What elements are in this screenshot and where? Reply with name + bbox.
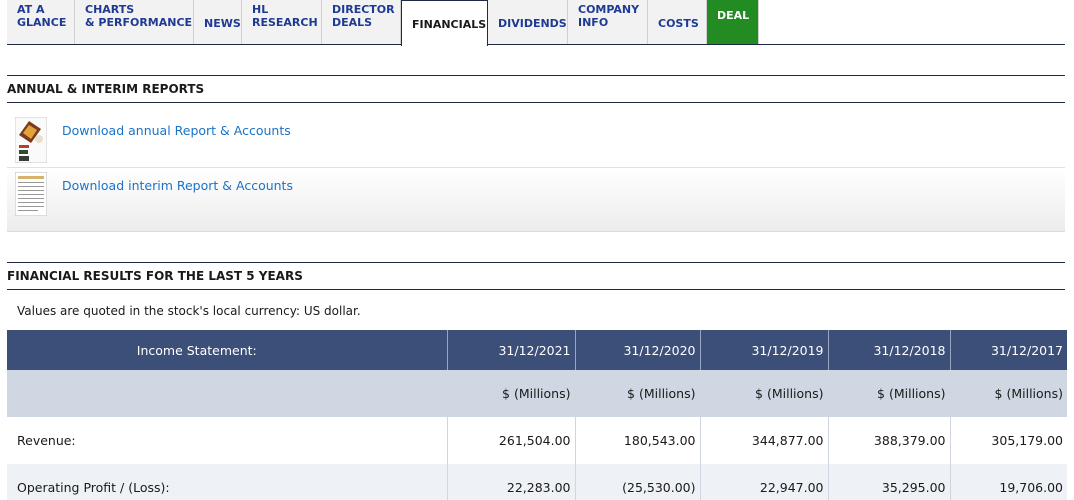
tab-label: HL RESEARCH — [252, 3, 318, 29]
annual-report-thumbnail-icon — [14, 116, 48, 164]
units-cell: $ (Millions) — [700, 370, 829, 417]
tab-label: COMPANY INFO — [578, 3, 640, 29]
units-row: $ (Millions) $ (Millions) $ (Millions) $… — [7, 370, 1067, 417]
units-cell: $ (Millions) — [575, 370, 701, 417]
reports-heading: ANNUAL & INTERIM REPORTS — [7, 75, 1065, 103]
download-annual-report-link[interactable]: Download annual Report & Accounts — [62, 123, 291, 138]
header-year: 31/12/2021 — [447, 330, 576, 370]
table-cell: 388,379.00 — [828, 417, 951, 464]
table-cell: (25,530.00) — [575, 464, 701, 500]
tab-dividends[interactable]: DIVIDENDS — [488, 0, 568, 44]
tab-deal[interactable]: DEAL — [707, 0, 759, 44]
tab-label: AT A GLANCE — [17, 3, 67, 29]
table-row: Operating Profit / (Loss): 22,283.00 (25… — [7, 464, 1067, 500]
header-year: 31/12/2019 — [700, 330, 829, 370]
interim-report-thumbnail-icon — [14, 171, 48, 217]
tab-news[interactable]: NEWS — [194, 0, 242, 44]
tab-label: DEAL — [717, 9, 750, 22]
tab-charts-performance[interactable]: CHARTS & PERFORMANCE — [75, 0, 194, 44]
tab-company-info[interactable]: COMPANY INFO — [568, 0, 648, 44]
units-cell — [7, 370, 448, 417]
table-cell: 305,179.00 — [991, 433, 1063, 448]
units-cell: $ (Millions) — [950, 370, 1067, 417]
annual-report-row: Download annual Report & Accounts — [7, 113, 1065, 167]
header-income-statement: Income Statement: — [7, 330, 448, 370]
row-label-revenue: Revenue: — [7, 417, 448, 464]
table-cell: 180,543.00 — [575, 417, 701, 464]
tab-hl-research[interactable]: HL RESEARCH — [242, 0, 322, 44]
units-cell: $ (Millions) — [828, 370, 951, 417]
table-header-row: Income Statement: 31/12/2021 31/12/2020 … — [7, 330, 1067, 370]
table-row: Revenue: 261,504.00 180,543.00 344,877.0… — [7, 417, 1067, 464]
header-year: 31/12/2018 — [828, 330, 951, 370]
tab-at-a-glance[interactable]: AT A GLANCE — [7, 0, 75, 44]
reports-heading-text: ANNUAL & INTERIM REPORTS — [7, 82, 205, 96]
tab-label: DIRECTOR DEALS — [332, 3, 395, 29]
table-cell: 19,706.00 — [950, 464, 1067, 500]
tab-label: NEWS — [204, 16, 241, 30]
results-heading-text: FINANCIAL RESULTS FOR THE LAST 5 YEARS — [7, 269, 303, 283]
tab-label: FINANCIALS — [412, 18, 487, 31]
interim-report-row: Download interim Report & Accounts — [7, 167, 1065, 232]
tab-director-deals[interactable]: DIRECTOR DEALS — [322, 0, 401, 44]
results-heading: FINANCIAL RESULTS FOR THE LAST 5 YEARS — [7, 262, 1065, 290]
download-interim-report-link[interactable]: Download interim Report & Accounts — [62, 178, 293, 193]
tab-label: CHARTS & PERFORMANCE — [85, 3, 193, 29]
table-cell: 22,283.00 — [447, 464, 576, 500]
row-label-operating-profit: Operating Profit / (Loss): — [7, 464, 448, 500]
tab-label: DIVIDENDS — [498, 16, 567, 30]
table-cell: 35,295.00 — [828, 464, 951, 500]
table-cell: 344,877.00 — [700, 417, 829, 464]
table-cell: 261,504.00 — [447, 417, 576, 464]
tab-bar: AT A GLANCE CHARTS & PERFORMANCE NEWS HL… — [7, 0, 1065, 46]
income-statement-table: Income Statement: 31/12/2021 31/12/2020 … — [7, 330, 1067, 500]
table-cell: 22,947.00 — [700, 464, 829, 500]
header-year: 31/12/2017 — [950, 330, 1067, 370]
tab-financials[interactable]: FINANCIALS — [401, 0, 488, 46]
tab-costs[interactable]: COSTS — [648, 0, 707, 44]
units-cell: $ (Millions) — [447, 370, 576, 417]
header-year: 31/12/2020 — [575, 330, 701, 370]
tab-label: COSTS — [658, 16, 699, 30]
currency-note: Values are quoted in the stock's local c… — [17, 304, 361, 318]
